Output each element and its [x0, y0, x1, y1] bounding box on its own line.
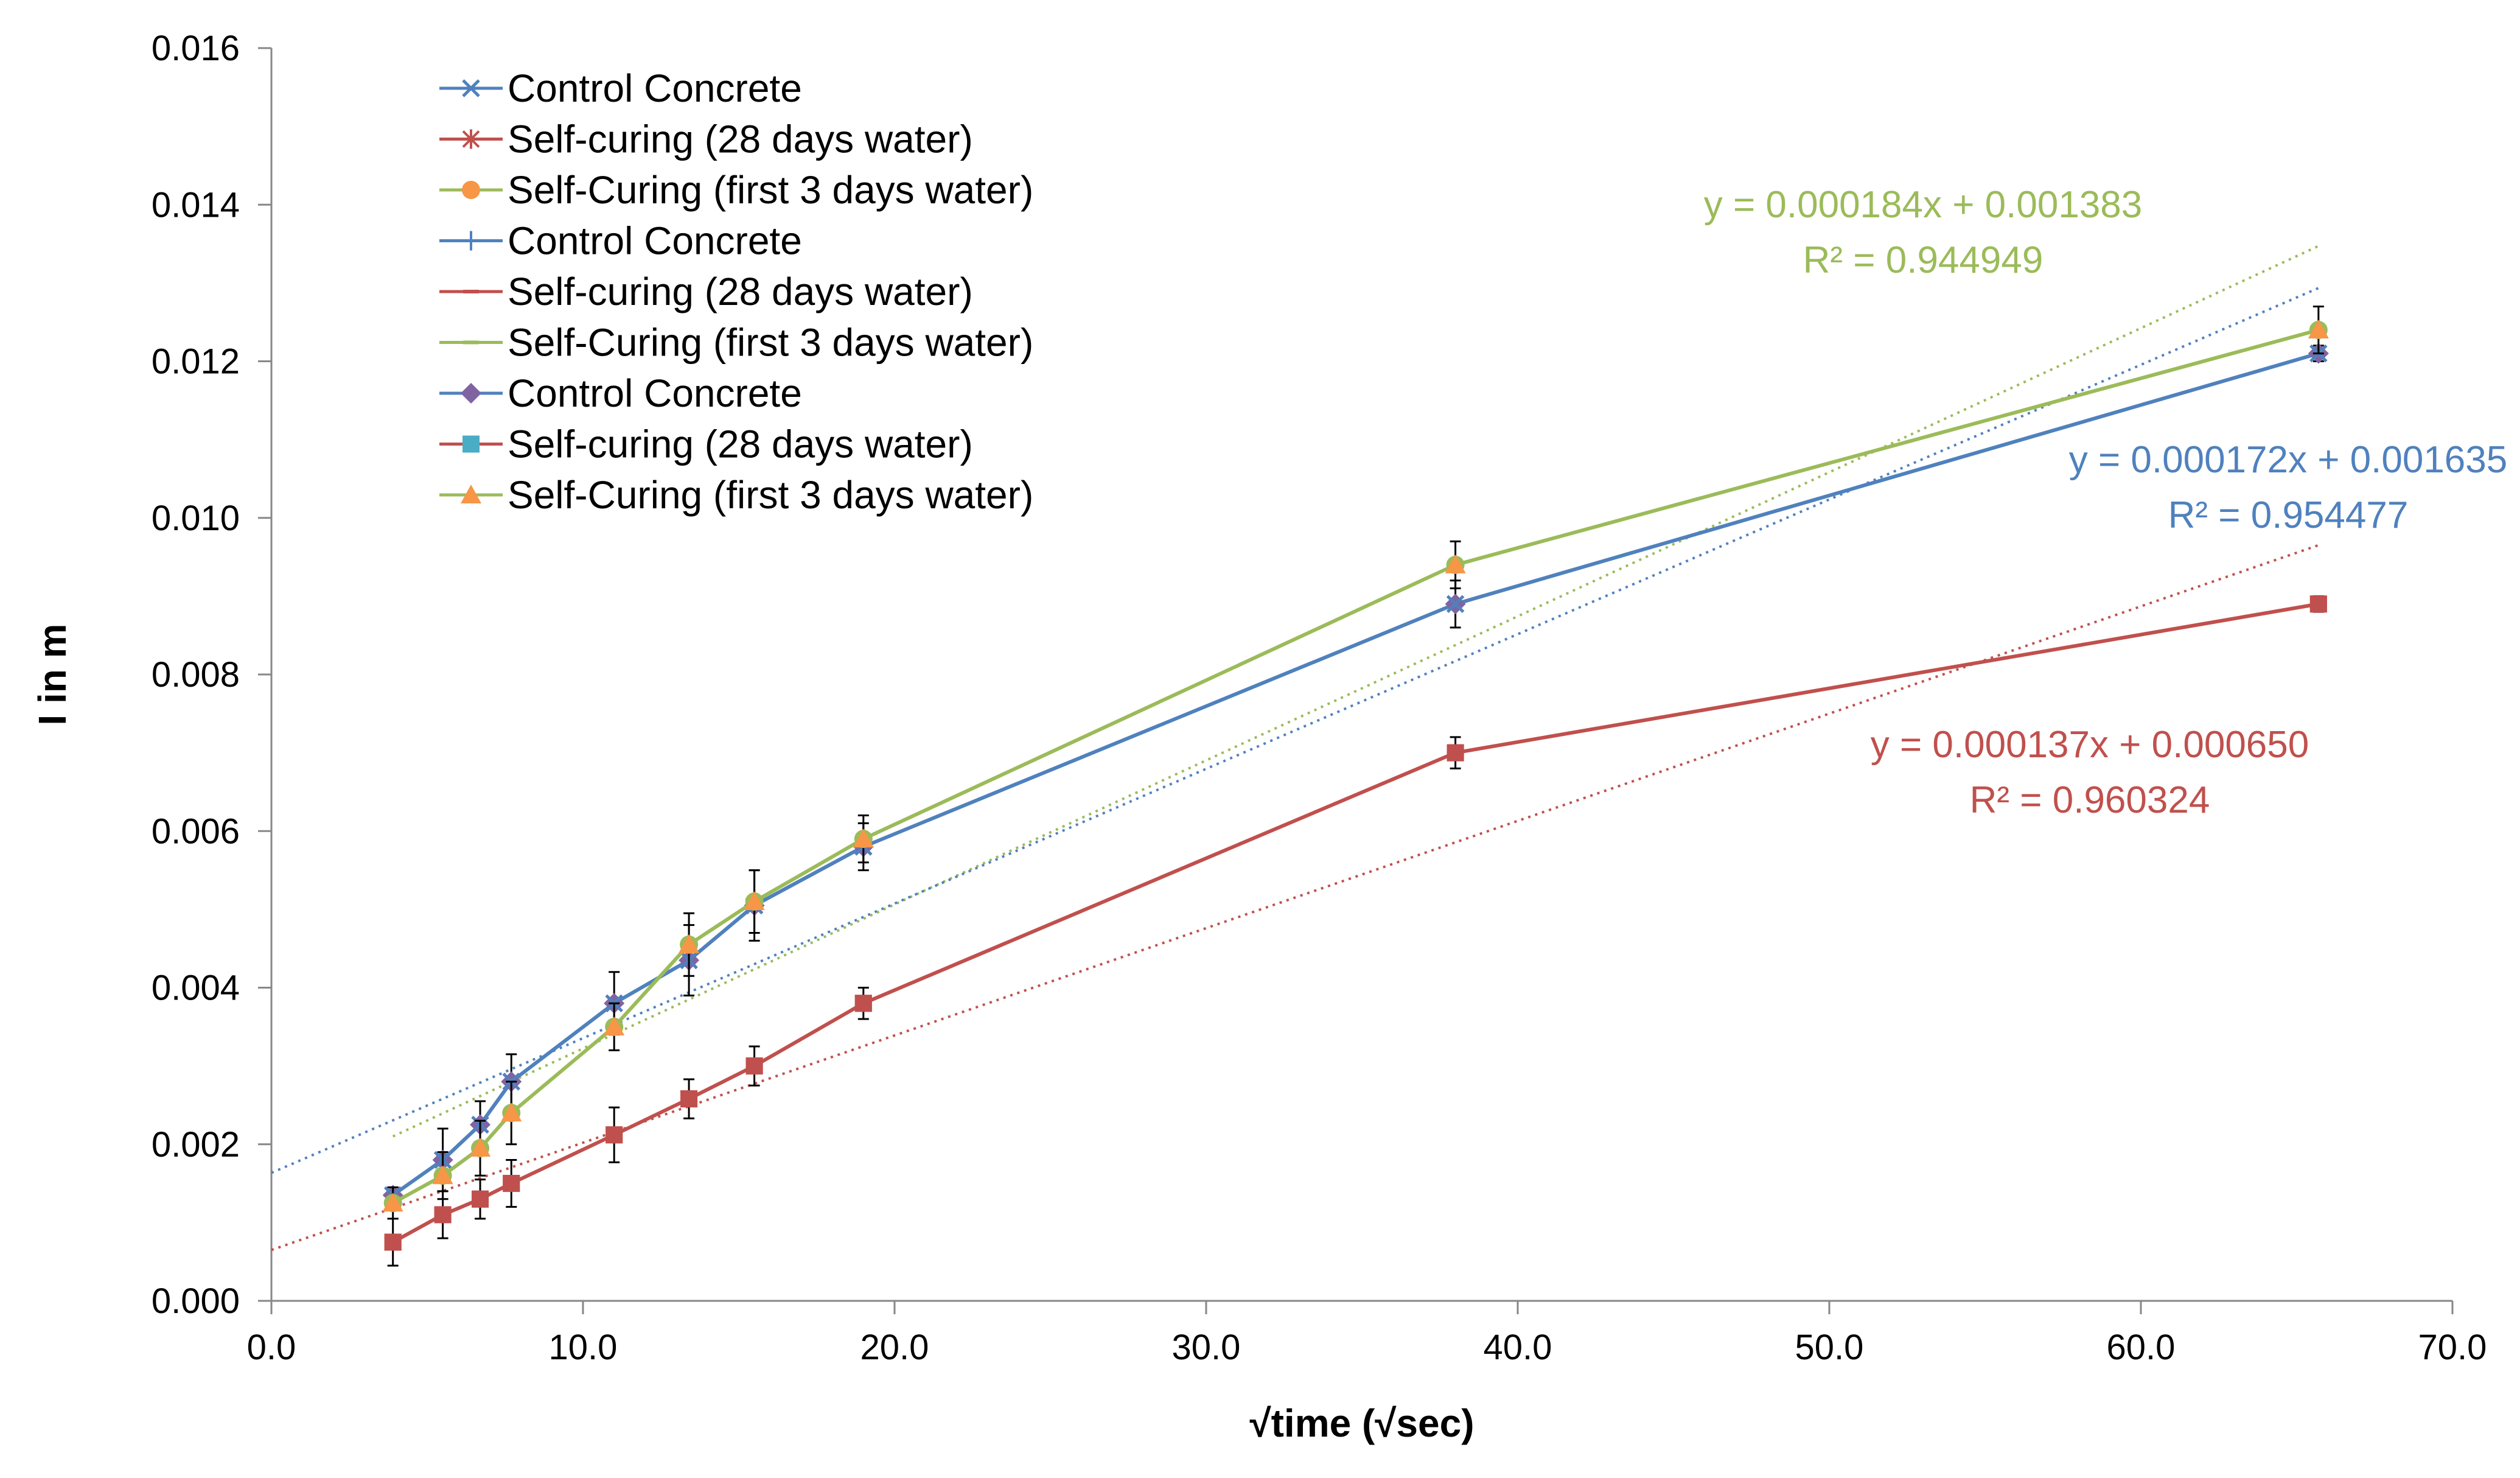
data-point	[501, 1102, 522, 1122]
legend-swatch-marker	[462, 435, 480, 453]
x-tick-label: 20.0	[860, 1328, 929, 1367]
x-axis-title: √time (√sec)	[1249, 1401, 1474, 1445]
data-point	[382, 1193, 403, 1212]
legend-item: Control Concrete	[439, 66, 802, 110]
legend-item: Self-Curing (first 3 days water)	[439, 473, 1033, 517]
data-point	[744, 891, 765, 911]
series-line	[391, 351, 2319, 1197]
y-tick-label: 0.008	[152, 655, 240, 695]
legend-label: Control Concrete	[508, 371, 802, 415]
legend-swatch-marker	[462, 129, 480, 149]
legend-item: Control Concrete	[439, 219, 802, 263]
legend-item: Self-Curing (first 3 days water)	[439, 321, 1033, 365]
data-series	[382, 305, 2329, 1267]
data-point	[853, 828, 874, 848]
data-point	[503, 1175, 520, 1193]
data-point	[604, 1016, 625, 1035]
legend-label: Self-curing (28 days water)	[508, 270, 973, 313]
data-point	[384, 1233, 402, 1251]
data-point	[1445, 554, 1466, 573]
legend-swatch-marker	[461, 231, 481, 251]
x-tick-label: 30.0	[1172, 1328, 1241, 1367]
legend-label: Self-Curing (first 3 days water)	[508, 168, 1033, 212]
y-tick-label: 0.002	[152, 1125, 240, 1165]
trendline-r-squared: R² = 0.954477	[2168, 494, 2409, 536]
trendline-equation: y = 0.000184x + 0.001383	[1704, 184, 2143, 226]
y-tick-label: 0.010	[152, 499, 240, 538]
trendline-r-squared: R² = 0.960324	[1970, 779, 2210, 821]
legend-label: Self-curing (28 days water)	[508, 117, 973, 161]
series-line	[392, 328, 2319, 1205]
legend-item: Self-curing (28 days water)	[439, 270, 973, 313]
legend-swatch-marker	[461, 485, 481, 503]
y-tick-label: 0.004	[152, 968, 240, 1008]
legend-label: Control Concrete	[508, 219, 802, 263]
legend-label: Self-Curing (first 3 days water)	[508, 321, 1033, 365]
series-green	[382, 305, 2329, 1220]
legend-label: Self-Curing (first 3 days water)	[508, 473, 1033, 517]
trendline-equations: y = 0.000184x + 0.001383 R² = 0.944949 y =…	[1704, 184, 2508, 821]
legend-item: Control Concrete	[439, 371, 802, 415]
legend-item: Self-curing (28 days water)	[439, 117, 973, 161]
data-point	[606, 1126, 623, 1144]
legend-label: Self-curing (28 days water)	[508, 422, 973, 466]
x-tick-label: 40.0	[1484, 1328, 1552, 1367]
series-line	[392, 602, 2319, 1244]
legend-swatch-marker	[462, 181, 480, 199]
y-tick-label: 0.014	[152, 185, 240, 225]
x-tick-label: 70.0	[2418, 1328, 2487, 1367]
data-point	[2308, 320, 2329, 339]
data-point	[470, 1138, 491, 1157]
y-tick-label: 0.012	[152, 342, 240, 382]
data-point	[745, 1057, 763, 1075]
trendline-green	[392, 245, 2319, 1138]
data-point	[2309, 595, 2327, 613]
legend-item: Self-Curing (first 3 days water)	[439, 168, 1033, 212]
legend: Control Concrete Self-curing (28 days wat…	[439, 66, 1033, 517]
trendline-equation: y = 0.000172x + 0.001635	[2069, 439, 2508, 481]
data-point	[679, 934, 700, 953]
trendline-equation: y = 0.000137x + 0.000650	[1871, 724, 2309, 766]
x-tick-label: 10.0	[549, 1328, 618, 1367]
x-tick-label: 0.0	[247, 1328, 296, 1367]
y-tick-label: 0.006	[152, 811, 240, 851]
data-point	[1446, 595, 1465, 614]
x-tick-label: 60.0	[2107, 1328, 2176, 1367]
data-point	[680, 1090, 698, 1108]
axes: 0.000 0.002 0.004 0.006 0.008 0.010 0.012 0.014…	[152, 29, 2487, 1367]
y-tick-label: 0.016	[152, 29, 240, 68]
data-point	[434, 1206, 452, 1224]
data-point	[472, 1190, 489, 1208]
y-tick-label: 0.000	[152, 1281, 240, 1321]
data-point	[432, 1165, 453, 1185]
x-tick-label: 50.0	[1795, 1328, 1864, 1367]
legend-item: Self-curing (28 days water)	[439, 422, 973, 466]
legend-label: Control Concrete	[508, 66, 802, 110]
legend-swatch-marker	[461, 383, 481, 404]
legend-swatch-marker	[462, 79, 480, 97]
trendline-red	[271, 544, 2319, 1252]
data-point	[1447, 744, 1464, 762]
series-red	[384, 595, 2327, 1267]
trendline-r-squared: R² = 0.944949	[1803, 239, 2044, 281]
y-axis-title: I in m	[30, 623, 74, 725]
data-point	[854, 995, 872, 1012]
